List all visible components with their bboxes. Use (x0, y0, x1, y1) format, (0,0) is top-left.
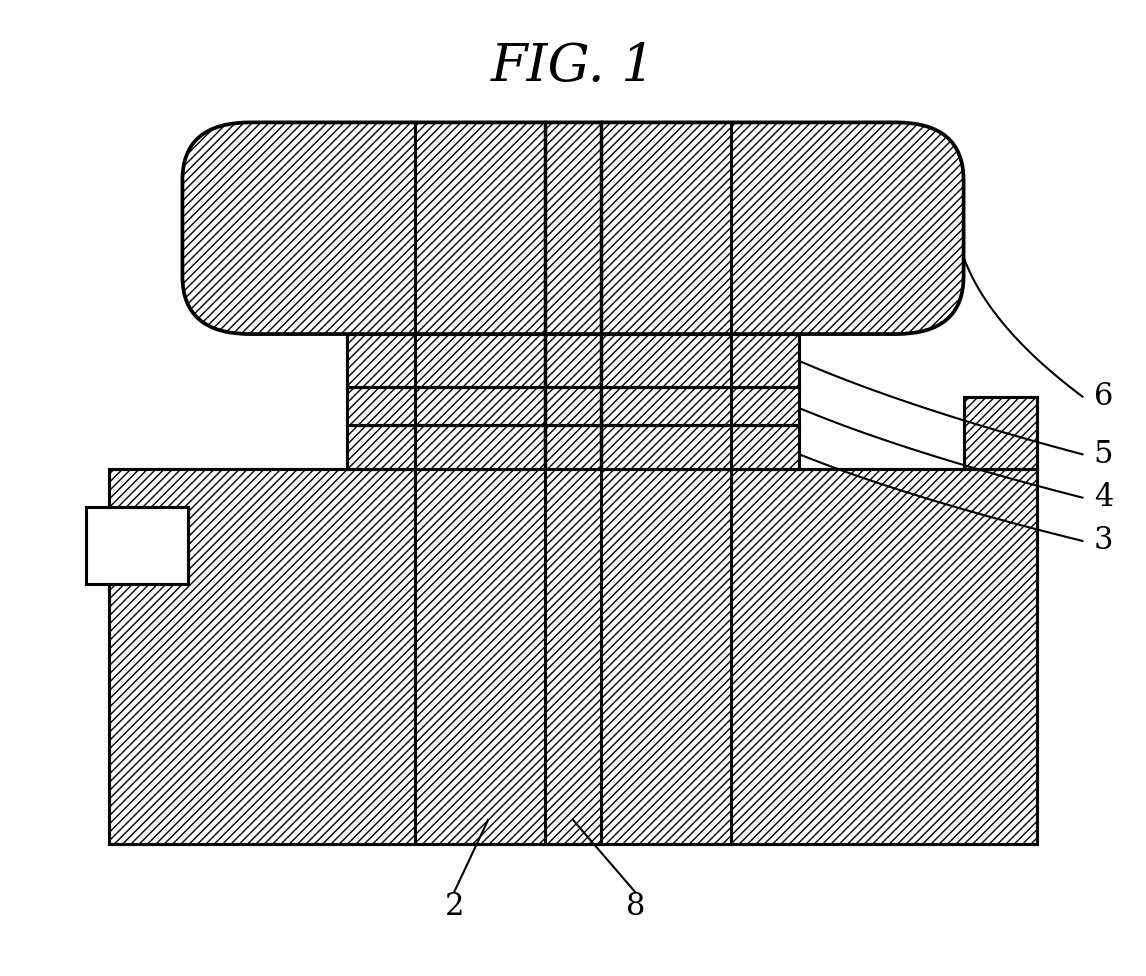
FancyBboxPatch shape (182, 122, 964, 334)
Text: 2: 2 (445, 891, 464, 922)
Bar (346, 386, 800, 426)
Bar (346, 334, 800, 386)
Bar (346, 426, 800, 468)
Bar (109, 468, 415, 844)
Text: FIG. 1: FIG. 1 (490, 41, 656, 92)
Text: 8: 8 (626, 891, 645, 922)
Bar (86, 508, 188, 585)
Text: 4: 4 (1093, 482, 1113, 513)
Text: 5: 5 (1093, 439, 1113, 469)
Bar (415, 468, 731, 844)
Bar (964, 396, 1037, 468)
Text: 6: 6 (1093, 381, 1113, 412)
Bar (544, 468, 602, 844)
Bar (731, 468, 1037, 844)
Text: 3: 3 (1093, 525, 1113, 556)
